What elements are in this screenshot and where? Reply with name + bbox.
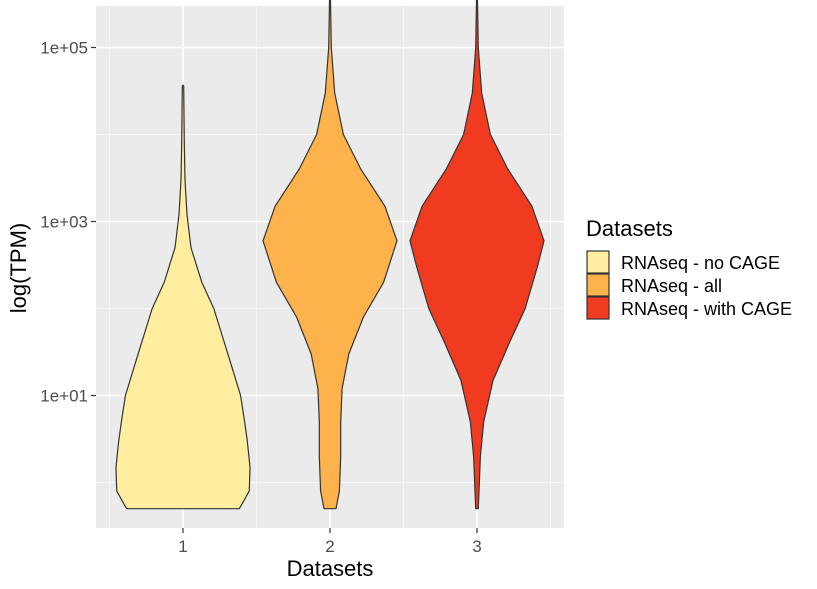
legend-label-2: RNAseq - with CAGE — [621, 299, 792, 319]
legend-label-0: RNAseq - no CAGE — [621, 253, 780, 273]
violin-1 — [115, 84, 251, 510]
legend: Datasets RNAseq - no CAGE RNAseq - all RNA… — [586, 216, 792, 320]
y-tick-label-1: 1e+03 — [40, 213, 88, 232]
legend-label-1: RNAseq - all — [621, 276, 722, 296]
legend-key-2 — [586, 296, 610, 320]
x-tick-label-0: 1 — [178, 537, 187, 556]
y-axis: 1e+05 1e+03 1e+01 — [40, 39, 96, 406]
y-axis-title: log(TPM) — [6, 223, 31, 313]
x-axis: 1 2 3 — [178, 528, 482, 556]
x-tick-label-2: 3 — [472, 537, 481, 556]
x-axis-title: Datasets — [287, 556, 374, 581]
y-tick-label-0: 1e+05 — [40, 39, 88, 58]
violin-3 — [409, 0, 545, 510]
violins — [115, 0, 545, 510]
y-tick-label-2: 1e+01 — [40, 387, 88, 406]
x-tick-label-1: 2 — [325, 537, 334, 556]
legend-title: Datasets — [586, 216, 673, 241]
legend-key-0 — [586, 250, 610, 274]
legend-key-1 — [586, 273, 610, 297]
violin-2 — [262, 0, 398, 510]
